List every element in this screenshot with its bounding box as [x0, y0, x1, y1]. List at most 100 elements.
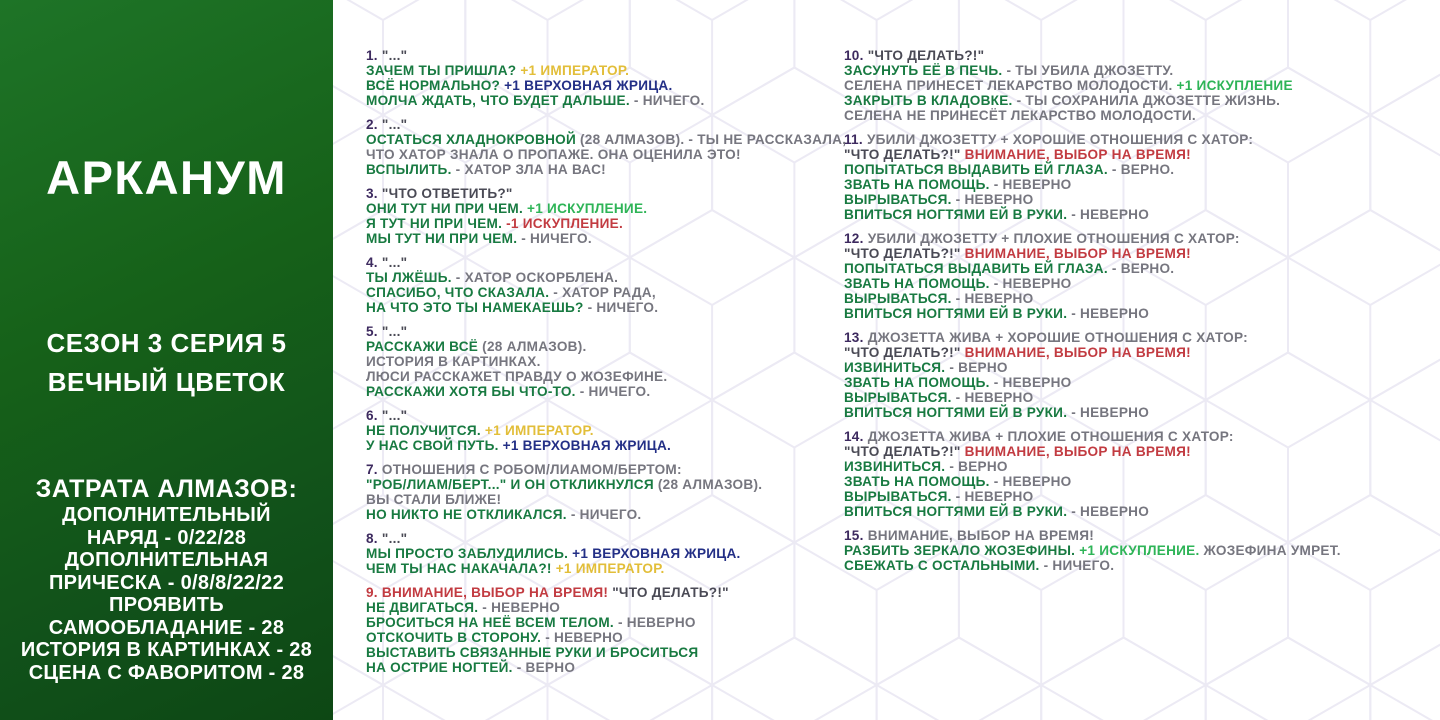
- item-number: 6.: [366, 408, 382, 423]
- text-segment: НО НИКТО НЕ ОТКЛИКАЛСЯ.: [366, 507, 567, 522]
- text-segment: ВЫРЫВАТЬСЯ.: [844, 192, 952, 207]
- walkthrough-line: ЗВАТЬ НА ПОМОЩЬ. - НЕВЕРНО: [844, 375, 1364, 390]
- walkthrough-line: ЗВАТЬ НА ПОМОЩЬ. - НЕВЕРНО: [844, 177, 1364, 192]
- walkthrough-line: 3. "ЧТО ОТВЕТИТЬ?": [366, 186, 841, 201]
- text-segment: +1 ВЕРХОВНАЯ ЖРИЦА.: [498, 438, 672, 453]
- text-segment: ВНИМАНИЕ, ВЫБОР НА ВРЕМЯ!: [867, 528, 1094, 543]
- walkthrough-line: ЧТО ХАТОР ЗНАЛА О ПРОПАЖЕ. ОНА ОЦЕНИЛА Э…: [366, 147, 841, 162]
- text-segment: - НЕВЕРНО: [951, 489, 1034, 504]
- text-segment: НЕ ДВИГАТЬСЯ.: [366, 600, 479, 615]
- text-segment: ВЫСТАВИТЬ СВЯЗАННЫЕ РУКИ И БРОСИТЬСЯ: [366, 645, 699, 660]
- text-segment: "ЧТО ДЕЛАТЬ?!": [844, 345, 961, 360]
- text-segment: "...": [381, 255, 408, 270]
- walkthrough-line: ВЫРЫВАТЬСЯ. - НЕВЕРНО: [844, 291, 1364, 306]
- walkthrough-line: 14. ДЖОЗЕТТА ЖИВА + ПЛОХИЕ ОТНОШЕНИЯ С Х…: [844, 429, 1364, 444]
- walkthrough-line: ОТСКОЧИТЬ В СТОРОНУ. - НЕВЕРНО: [366, 630, 841, 645]
- text-segment: ВПИТЬСЯ НОГТЯМИ ЕЙ В РУКИ.: [844, 207, 1068, 222]
- walkthrough-line: 5. "...": [366, 324, 841, 339]
- text-segment: +1 ИМПЕРАТОР.: [551, 561, 665, 576]
- walkthrough-line: НЕ ПОЛУЧИТСЯ. +1 ИМПЕРАТОР.: [366, 423, 841, 438]
- text-segment: (28 АЛМАЗОВ).: [653, 477, 763, 492]
- item-number: 5.: [366, 324, 382, 339]
- text-segment: Я ТУТ НИ ПРИ ЧЕМ.: [366, 216, 503, 231]
- walkthrough-item: 14. ДЖОЗЕТТА ЖИВА + ПЛОХИЕ ОТНОШЕНИЯ С Х…: [844, 429, 1364, 519]
- text-segment: ДЖОЗЕТТА ЖИВА + ПЛОХИЕ ОТНОШЕНИЯ С ХАТОР…: [867, 429, 1234, 444]
- text-segment: МЫ ПРОСТО ЗАБЛУДИЛИСЬ.: [366, 546, 569, 561]
- text-segment: - ВЕРНО: [512, 660, 576, 675]
- text-segment: НА ОСТРИЕ НОГТЕЙ.: [366, 660, 513, 675]
- text-segment: МЫ ТУТ НИ ПРИ ЧЕМ.: [366, 231, 518, 246]
- text-segment: -1 ИСКУПЛЕНИЕ.: [502, 216, 623, 231]
- walkthrough-line: БРОСИТЬСЯ НА НЕЁ ВСЕМ ТЕЛОМ. - НЕВЕРНО: [366, 615, 841, 630]
- walkthrough-line: ВЫРЫВАТЬСЯ. - НЕВЕРНО: [844, 390, 1364, 405]
- text-segment: ПОПЫТАТЬСЯ ВЫДАВИТЬ ЕЙ ГЛАЗА.: [844, 261, 1108, 276]
- text-segment: - ХАТОР ЗЛА НА ВАС!: [451, 162, 606, 177]
- walkthrough-line: 6. "...": [366, 408, 841, 423]
- text-segment: "ЧТО ДЕЛАТЬ?!": [844, 246, 961, 261]
- walkthrough-line: ИЗВИНИТЬСЯ. - ВЕРНО: [844, 459, 1364, 474]
- walkthrough-line: НА ЧТО ЭТО ТЫ НАМЕКАЕШЬ? - НИЧЕГО.: [366, 300, 841, 315]
- diamond-cost-line: ДОПОЛНИТЕЛЬНЫЙ: [62, 504, 271, 526]
- hexagon-pattern-background: [333, 0, 1440, 720]
- text-segment: - ВЕРНО.: [1107, 261, 1175, 276]
- walkthrough-line: 10. "ЧТО ДЕЛАТЬ?!": [844, 48, 1364, 63]
- walkthrough-item: 4. "..." ТЫ ЛЖЁШЬ. - ХАТОР ОСКОРБЛЕНА. СПА…: [366, 255, 841, 315]
- walkthrough-line: ВСПЫЛИТЬ. - ХАТОР ЗЛА НА ВАС!: [366, 162, 841, 177]
- walkthrough-line: ВЫРЫВАТЬСЯ. - НЕВЕРНО: [844, 192, 1364, 207]
- text-segment: "ЧТО ДЕЛАТЬ?!": [608, 585, 729, 600]
- text-segment: ВНИМАНИЕ, ВЫБОР НА ВРЕМЯ!: [960, 147, 1191, 162]
- app-title: АРКАНУМ: [46, 151, 287, 204]
- text-segment: УБИЛИ ДЖОЗЕТТУ + ХОРОШИЕ ОТНОШЕНИЯ С ХАТ…: [866, 132, 1254, 147]
- text-segment: +1 ВЕРХОВНАЯ ЖРИЦА.: [568, 546, 741, 561]
- text-segment: ЖОЗЕФИНА УМРЕТ.: [1199, 543, 1341, 558]
- text-segment: +1 ИСКУПЛЕНИЕ: [1172, 78, 1293, 93]
- text-segment: ОНИ ТУТ НИ ПРИ ЧЕМ.: [366, 201, 523, 216]
- item-number: 13.: [844, 330, 868, 345]
- text-segment: - НЕВЕРНО: [1067, 405, 1150, 420]
- item-number: 2.: [366, 117, 382, 132]
- text-segment: СПАСИБО, ЧТО СКАЗАЛА.: [366, 285, 550, 300]
- text-segment: ВЫРЫВАТЬСЯ.: [844, 390, 952, 405]
- walkthrough-line: РАЗБИТЬ ЗЕРКАЛО ЖОЗЕФИНЫ. +1 ИСКУПЛЕНИЕ.…: [844, 543, 1364, 558]
- text-segment: - НЕВЕРНО: [613, 615, 696, 630]
- text-segment: +1 ИСКУПЛЕНИЕ.: [1075, 543, 1200, 558]
- item-number: 11.: [844, 132, 867, 147]
- walkthrough-item: 7. ОТНОШЕНИЯ С РОБОМ/ЛИАМОМ/БЕРТОМ: "РОБ/…: [366, 462, 841, 522]
- walkthrough-line: "ЧТО ДЕЛАТЬ?!" ВНИМАНИЕ, ВЫБОР НА ВРЕМЯ!: [844, 147, 1364, 162]
- walkthrough-line: СПАСИБО, ЧТО СКАЗАЛА. - ХАТОР РАДА,: [366, 285, 841, 300]
- diamond-cost-line: ПРОЯВИТЬ: [109, 594, 224, 616]
- walkthrough-line: "ЧТО ДЕЛАТЬ?!" ВНИМАНИЕ, ВЫБОР НА ВРЕМЯ!: [844, 246, 1364, 261]
- walkthrough-line: ВПИТЬСЯ НОГТЯМИ ЕЙ В РУКИ. - НЕВЕРНО: [844, 405, 1364, 420]
- walkthrough-line: ВЫРЫВАТЬСЯ. - НЕВЕРНО: [844, 489, 1364, 504]
- walkthrough-line: ВПИТЬСЯ НОГТЯМИ ЕЙ В РУКИ. - НЕВЕРНО: [844, 306, 1364, 321]
- season-episode-block: СЕЗОН 3 СЕРИЯ 5 ВЕЧНЫЙ ЦВЕТОК: [0, 324, 333, 402]
- walkthrough-line: 13. ДЖОЗЕТТА ЖИВА + ХОРОШИЕ ОТНОШЕНИЯ С …: [844, 330, 1364, 345]
- walkthrough-item: 3. "ЧТО ОТВЕТИТЬ?" ОНИ ТУТ НИ ПРИ ЧЕМ. +1…: [366, 186, 841, 246]
- walkthrough-line: НЕ ДВИГАТЬСЯ. - НЕВЕРНО: [366, 600, 841, 615]
- walkthrough-line: ТЫ ЛЖЁШЬ. - ХАТОР ОСКОРБЛЕНА.: [366, 270, 841, 285]
- text-segment: - НИЧЕГО.: [629, 93, 705, 108]
- text-segment: - НИЧЕГО.: [517, 231, 592, 246]
- text-segment: ВЫРЫВАТЬСЯ.: [844, 489, 952, 504]
- item-number: 3.: [366, 186, 382, 201]
- walkthrough-line: У НАС СВОЙ ПУТЬ. +1 ВЕРХОВНАЯ ЖРИЦА.: [366, 438, 841, 453]
- text-segment: - ХАТОР ОСКОРБЛЕНА.: [451, 270, 619, 285]
- text-segment: ДЖОЗЕТТА ЖИВА + ХОРОШИЕ ОТНОШЕНИЯ С ХАТО…: [867, 330, 1248, 345]
- season-episode-label: СЕЗОН 3 СЕРИЯ 5: [46, 328, 287, 358]
- walkthrough-line: СЕЛЕНА ПРИНЕСЕТ ЛЕКАРСТВО МОЛОДОСТИ. +1 …: [844, 78, 1364, 93]
- text-segment: ВПИТЬСЯ НОГТЯМИ ЕЙ В РУКИ.: [844, 504, 1068, 519]
- walkthrough-line: ОСТАТЬСЯ ХЛАДНОКРОВНОЙ (28 АЛМАЗОВ). - Т…: [366, 132, 846, 147]
- item-number: 4.: [366, 255, 382, 270]
- walkthrough-line: 7. ОТНОШЕНИЯ С РОБОМ/ЛИАМОМ/БЕРТОМ:: [366, 462, 841, 477]
- text-segment: - НЕВЕРНО: [989, 276, 1072, 291]
- text-segment: ОТНОШЕНИЯ С РОБОМ/ЛИАМОМ/БЕРТОМ:: [381, 462, 682, 477]
- walkthrough-line: НО НИКТО НЕ ОТКЛИКАЛСЯ. - НИЧЕГО.: [366, 507, 841, 522]
- text-segment: +1 ВЕРХОВНАЯ ЖРИЦА.: [500, 78, 673, 93]
- text-segment: УБИЛИ ДЖОЗЕТТУ + ПЛОХИЕ ОТНОШЕНИЯ С ХАТО…: [867, 231, 1240, 246]
- text-segment: - НЕВЕРНО: [951, 390, 1034, 405]
- walkthrough-line: ПОПЫТАТЬСЯ ВЫДАВИТЬ ЕЙ ГЛАЗА. - ВЕРНО.: [844, 162, 1364, 177]
- walkthrough-line: ЛЮСИ РАССКАЖЕТ ПРАВДУ О ЖОЗЕФИНЕ.: [366, 369, 841, 384]
- item-number: 9.: [366, 585, 382, 600]
- text-segment: - НЕВЕРНО: [1067, 504, 1150, 519]
- text-segment: ВЫ СТАЛИ БЛИЖЕ!: [366, 492, 502, 507]
